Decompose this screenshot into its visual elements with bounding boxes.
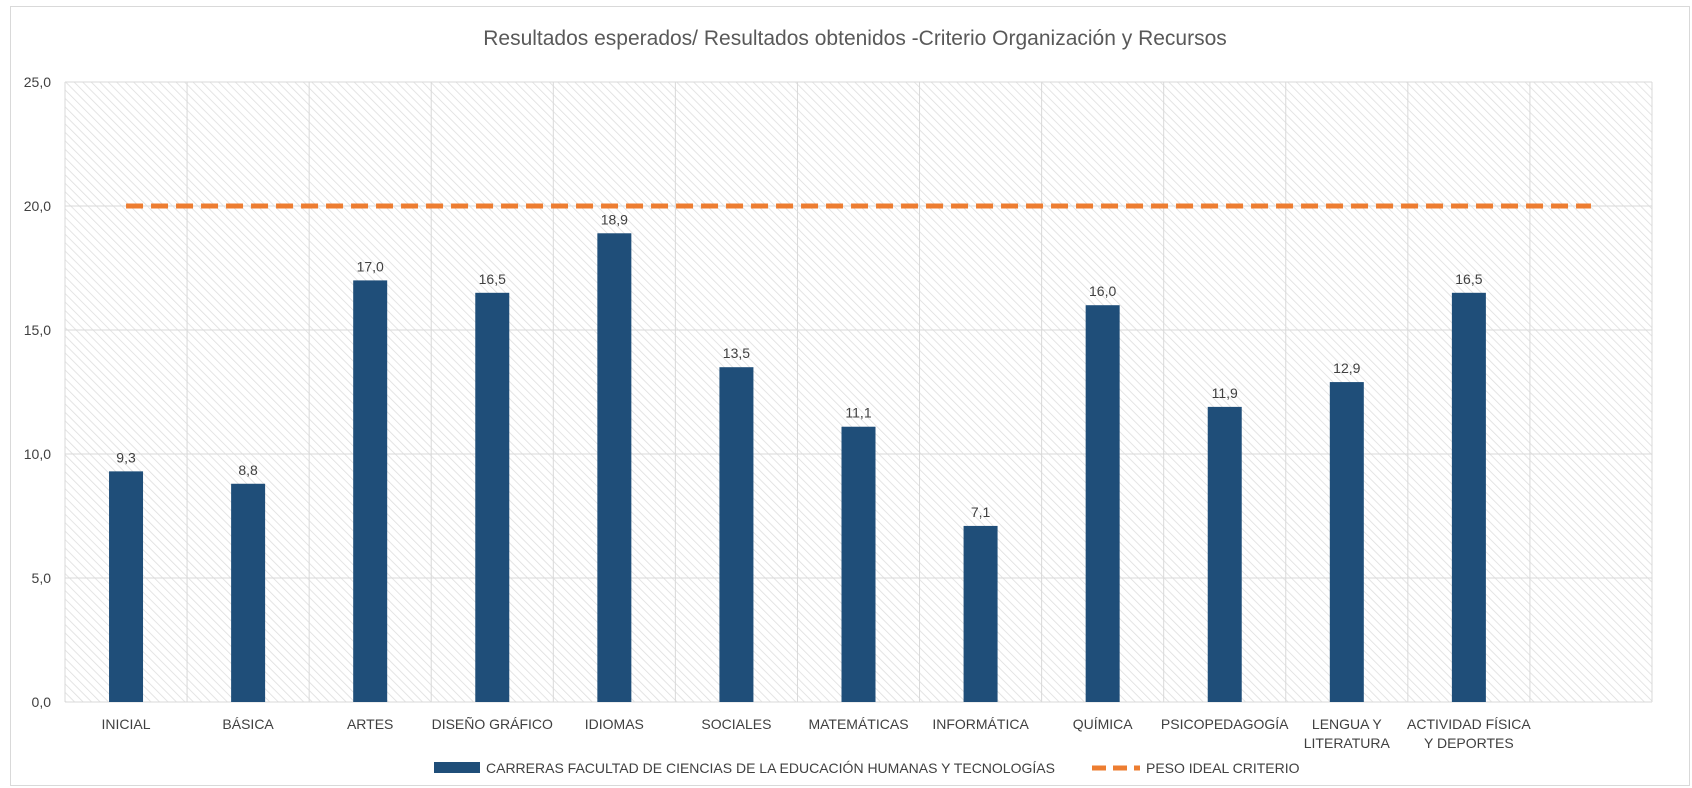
data-label: 16,0 — [1089, 283, 1116, 299]
y-tick-label: 5,0 — [32, 570, 52, 586]
data-label: 7,1 — [971, 504, 991, 520]
data-label: 11,9 — [1212, 385, 1238, 401]
bar — [597, 233, 632, 702]
bar — [231, 483, 266, 702]
bar — [1085, 305, 1120, 702]
bar — [1329, 382, 1364, 702]
legend-swatch-bars — [434, 762, 480, 773]
data-label: 17,0 — [357, 258, 384, 274]
data-label: 16,5 — [479, 271, 506, 287]
chart-title: Resultados esperados/ Resultados obtenid… — [483, 27, 1227, 50]
bar — [353, 280, 388, 702]
bar-series — [109, 233, 1486, 702]
data-label: 18,9 — [601, 211, 628, 227]
y-tick-label: 20,0 — [24, 198, 51, 214]
bar — [109, 471, 144, 702]
data-label: 9,3 — [116, 449, 136, 465]
legend-label-bars: CARRERAS FACULTAD DE CIENCIAS DE LA EDUC… — [486, 760, 1055, 776]
data-label: 13,5 — [723, 345, 750, 361]
grid-lines — [64, 81, 1653, 703]
legend: CARRERAS FACULTAD DE CIENCIAS DE LA EDUC… — [434, 760, 1300, 776]
x-tick-label: IDIOMAS — [585, 716, 644, 732]
bar — [963, 525, 998, 702]
x-tick-label: LENGUA Y — [1312, 716, 1382, 732]
x-tick-label: SOCIALES — [701, 716, 771, 732]
bar — [1451, 292, 1486, 702]
x-tick-label: QUÍMICA — [1073, 716, 1134, 732]
x-tick-label: INFORMÁTICA — [932, 716, 1029, 732]
x-tick-label: DISEÑO GRÁFICO — [432, 716, 553, 732]
x-tick-label: BÁSICA — [222, 716, 274, 732]
data-label: 12,9 — [1333, 360, 1360, 376]
y-axis: 0,0 5,0 10,0 15,0 20,0 25,0 — [24, 74, 51, 710]
bar — [1207, 406, 1242, 702]
bar — [719, 367, 754, 702]
data-label: 11,1 — [845, 405, 871, 421]
data-labels: 9,3 8,8 17,0 16,5 18,9 13,5 11,1 7,1 16,0 11,9 12,… — [116, 211, 1482, 520]
y-tick-label: 10,0 — [24, 446, 51, 462]
x-tick-label: PSICOPEDAGOGÍA — [1161, 716, 1289, 732]
y-tick-label: 15,0 — [24, 322, 51, 338]
bar — [475, 292, 510, 702]
data-label: 16,5 — [1455, 271, 1482, 287]
x-tick-label: ARTES — [347, 716, 393, 732]
data-label: 8,8 — [238, 462, 258, 478]
x-tick-label: MATEMÁTICAS — [808, 716, 908, 732]
x-tick-label: INICIAL — [102, 716, 151, 732]
x-tick-label: LITERATURA — [1304, 735, 1391, 751]
x-tick-label: ACTIVIDAD FÍSICA — [1407, 716, 1531, 732]
bar — [841, 426, 876, 702]
x-axis: INICIAL BÁSICA ARTES DISEÑO GRÁFICO IDIOMAS S… — [102, 716, 1532, 751]
y-tick-label: 0,0 — [32, 694, 52, 710]
y-tick-label: 25,0 — [24, 74, 51, 90]
legend-label-line: PESO IDEAL CRITERIO — [1146, 760, 1300, 776]
x-tick-label: Y DEPORTES — [1424, 735, 1514, 751]
